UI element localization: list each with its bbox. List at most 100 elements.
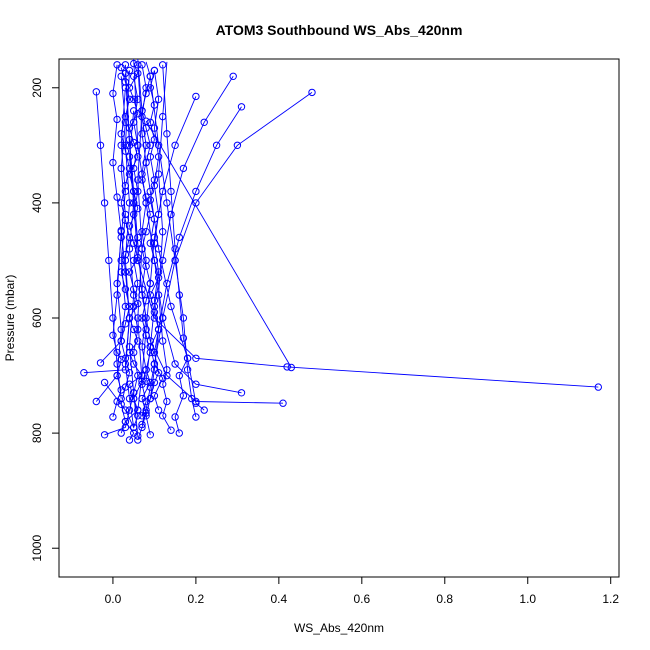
data-point <box>200 406 208 414</box>
series-line <box>149 106 242 399</box>
data-point <box>159 61 167 69</box>
series-line <box>83 70 130 374</box>
y-tick-label: 400 <box>30 193 44 213</box>
x-tick-label: 0.2 <box>188 592 205 606</box>
data-point <box>113 291 121 299</box>
data-point <box>138 314 146 322</box>
data-point <box>142 409 150 417</box>
data-point <box>134 412 142 420</box>
x-tick-label: 1.2 <box>602 592 619 606</box>
data-point <box>138 130 146 138</box>
data-point <box>130 199 138 207</box>
data-point <box>138 394 146 403</box>
data-point <box>594 383 602 391</box>
data-point <box>192 92 200 101</box>
data-point <box>130 107 138 115</box>
data-point <box>150 256 159 265</box>
data-point <box>130 256 138 265</box>
data-point <box>96 359 105 367</box>
data-point <box>100 199 109 207</box>
data-point <box>121 285 130 293</box>
series-line <box>145 70 160 435</box>
data-point <box>179 164 188 173</box>
data-point <box>113 61 121 69</box>
data-point <box>117 325 125 334</box>
y-axis: 200 400 600 800 1000 <box>30 77 59 562</box>
data-point <box>233 141 242 150</box>
data-point <box>121 406 130 414</box>
data-point <box>113 371 121 380</box>
data-point <box>121 256 130 265</box>
data-point <box>109 314 117 322</box>
data-point <box>138 228 146 236</box>
data-point <box>146 153 155 161</box>
data-point <box>167 302 175 311</box>
data-point <box>134 314 142 322</box>
data-point <box>138 371 146 380</box>
data-point <box>167 426 175 434</box>
data-point <box>159 187 167 196</box>
data-point <box>117 394 125 403</box>
series-line <box>95 91 122 399</box>
data-point <box>130 72 138 81</box>
data-point <box>150 239 159 247</box>
data-point <box>175 371 184 380</box>
data-point <box>100 431 109 439</box>
data-point <box>134 406 142 414</box>
data-point <box>167 187 175 196</box>
data-point <box>113 115 121 124</box>
data-point <box>150 314 159 322</box>
data-point <box>130 118 138 127</box>
data-point <box>192 413 200 421</box>
data-point <box>138 285 146 293</box>
data-point <box>130 95 138 104</box>
data-point <box>117 355 125 364</box>
data-point <box>125 245 134 253</box>
x-tick-label: 0.8 <box>436 592 453 606</box>
series-layer <box>80 58 602 444</box>
data-point <box>138 245 146 253</box>
data-point <box>146 394 155 403</box>
x-tick-label: 0.0 <box>105 592 122 606</box>
data-point <box>130 348 138 357</box>
data-point <box>113 279 121 288</box>
data-point <box>138 343 146 351</box>
data-point <box>113 348 121 357</box>
data-point <box>113 193 121 201</box>
data-point <box>237 103 246 111</box>
data-point <box>92 397 101 406</box>
data-point <box>146 84 155 92</box>
data-point <box>167 210 175 219</box>
data-point <box>175 291 184 299</box>
series-line <box>145 76 234 382</box>
data-point <box>142 366 150 374</box>
data-point <box>159 228 167 236</box>
data-point <box>121 61 130 69</box>
data-point <box>130 210 138 219</box>
data-point <box>142 314 150 322</box>
series-line <box>137 64 205 411</box>
data-point <box>80 369 88 377</box>
data-point <box>146 291 155 299</box>
data-point <box>150 378 159 387</box>
data-point <box>159 380 167 388</box>
data-point <box>212 141 221 150</box>
data-point <box>142 228 150 236</box>
data-point <box>159 112 167 121</box>
data-point <box>146 279 155 288</box>
data-point <box>121 268 130 276</box>
data-point <box>183 354 192 362</box>
data-point <box>183 366 192 374</box>
data-point <box>163 397 171 406</box>
series-line <box>124 64 284 404</box>
data-point <box>154 170 163 178</box>
data-point <box>146 378 155 387</box>
data-point <box>142 377 150 385</box>
data-point <box>96 141 105 150</box>
data-point <box>142 84 150 92</box>
data-point <box>134 325 142 334</box>
data-point <box>142 141 150 150</box>
data-point <box>125 406 134 414</box>
data-point <box>171 360 179 368</box>
data-point <box>134 279 142 288</box>
